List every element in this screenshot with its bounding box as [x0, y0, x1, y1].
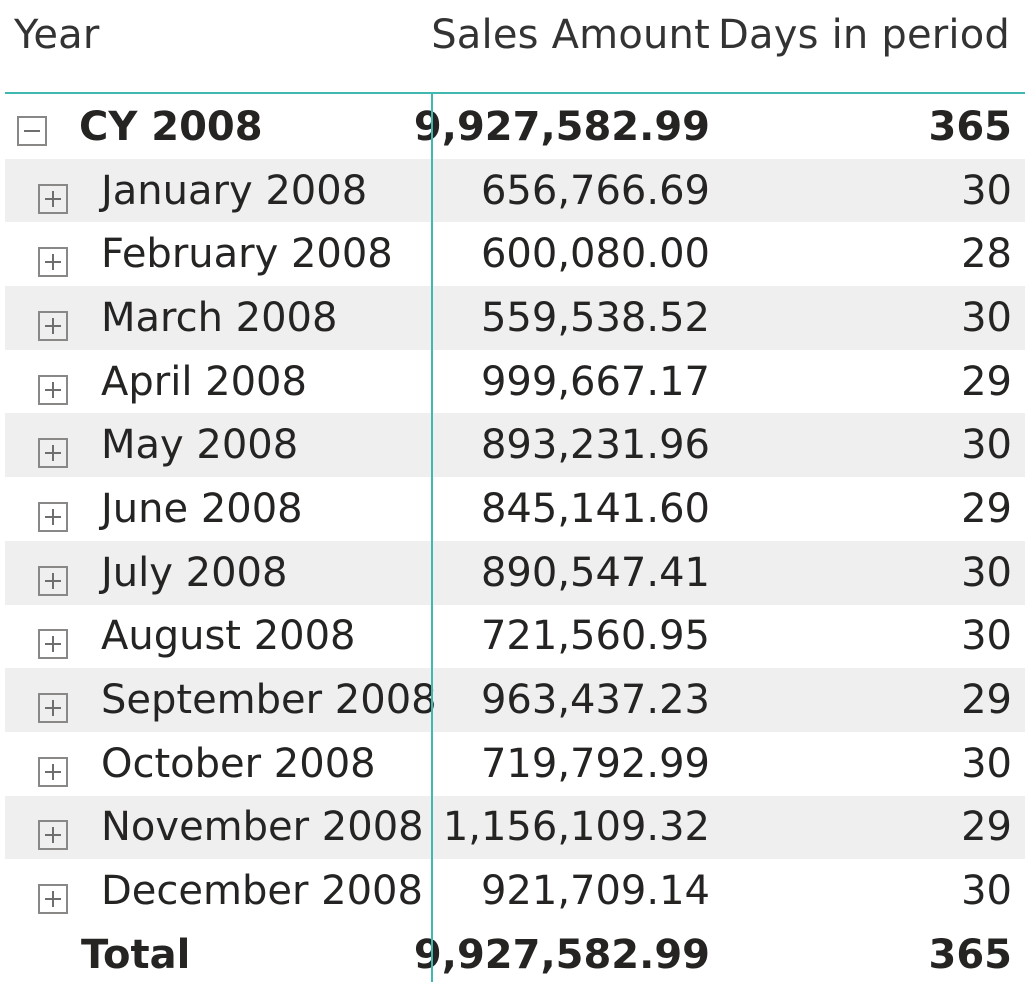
month-row: January 2008 656,766.69 30 — [5, 158, 1025, 223]
column-header-days-in-period[interactable]: Days in period — [718, 12, 1010, 58]
days-in-period-cell: 30 — [961, 294, 1012, 341]
expand-icon[interactable] — [38, 310, 68, 341]
row-header-label: October 2008 — [101, 740, 376, 787]
sales-amount-cell: 1,156,109.32 — [442, 804, 710, 851]
row-header-label: August 2008 — [101, 613, 356, 660]
column-header-sales-amount[interactable]: Sales Amount — [431, 12, 710, 58]
days-in-period-cell: 30 — [961, 422, 1012, 469]
row-header-label: November 2008 — [101, 804, 424, 851]
row-header-label: April 2008 — [101, 358, 307, 405]
days-in-period-cell: 29 — [961, 358, 1012, 405]
expand-icon[interactable] — [38, 820, 68, 851]
sales-amount-cell: 845,141.60 — [480, 485, 710, 532]
month-row: May 2008 893,231.96 30 — [5, 413, 1025, 478]
days-in-period-cell: 29 — [961, 677, 1012, 724]
days-in-period-cell: 365 — [928, 103, 1013, 150]
month-row: November 2008 1,156,109.32 29 — [5, 795, 1025, 860]
expand-icon[interactable] — [38, 374, 68, 405]
expand-icon[interactable] — [38, 565, 68, 596]
sales-amount-cell: 721,560.95 — [480, 613, 710, 660]
row-header-label: February 2008 — [101, 231, 393, 278]
month-row: September 2008 963,437.23 29 — [5, 668, 1025, 732]
expand-icon[interactable] — [38, 629, 68, 660]
expand-icon[interactable] — [38, 501, 68, 532]
row-header-label: December 2008 — [101, 868, 423, 915]
total-row: Total 9,927,582.99 365 — [5, 923, 1025, 987]
month-row: March 2008 559,538.52 30 — [5, 286, 1025, 350]
month-row: July 2008 890,547.41 30 — [5, 540, 1025, 605]
days-in-period-cell: 30 — [961, 740, 1012, 787]
row-header-column-divider — [431, 92, 433, 982]
month-row: August 2008 721,560.95 30 — [5, 605, 1025, 669]
days-in-period-cell: 29 — [961, 485, 1012, 532]
days-in-period-cell: 30 — [961, 613, 1012, 660]
month-row: February 2008 600,080.00 28 — [5, 222, 1025, 286]
sales-amount-cell: 890,547.41 — [480, 549, 710, 596]
row-header-label: January 2008 — [101, 167, 368, 214]
days-in-period-total-cell: 365 — [928, 931, 1013, 978]
sales-amount-total-cell: 9,927,582.99 — [413, 931, 710, 978]
row-header-label: May 2008 — [101, 422, 299, 469]
sales-amount-cell: 559,538.52 — [480, 294, 710, 341]
row-header-label: CY 2008 — [79, 103, 263, 150]
year-row-cy-2008: CY 2008 9,927,582.99 365 — [5, 95, 1025, 159]
sales-amount-cell: 999,667.17 — [480, 358, 710, 405]
expand-icon[interactable] — [38, 756, 68, 787]
month-row: December 2008 921,709.14 30 — [5, 859, 1025, 923]
sales-amount-cell: 656,766.69 — [480, 167, 710, 214]
month-row: April 2008 999,667.17 29 — [5, 350, 1025, 414]
sales-amount-cell: 600,080.00 — [480, 231, 710, 278]
expand-icon[interactable] — [38, 884, 68, 915]
days-in-period-cell: 28 — [961, 231, 1012, 278]
days-in-period-cell: 30 — [961, 549, 1012, 596]
days-in-period-cell: 30 — [961, 868, 1012, 915]
row-header-label: June 2008 — [101, 485, 303, 532]
expand-icon[interactable] — [38, 183, 68, 214]
row-header-label: March 2008 — [101, 294, 338, 341]
sales-amount-cell: 963,437.23 — [480, 677, 710, 724]
collapse-icon[interactable] — [17, 115, 47, 146]
row-header-label: July 2008 — [101, 549, 288, 596]
sales-amount-cell: 921,709.14 — [480, 868, 710, 915]
days-in-period-cell: 29 — [961, 804, 1012, 851]
sales-amount-cell: 893,231.96 — [480, 422, 710, 469]
total-label: Total — [81, 931, 191, 978]
month-row: June 2008 845,141.60 29 — [5, 477, 1025, 541]
column-header-year[interactable]: Year — [14, 12, 100, 58]
matrix-body: CY 2008 9,927,582.99 365 January 2008 65… — [5, 95, 1025, 987]
expand-icon[interactable] — [38, 438, 68, 469]
expand-icon[interactable] — [38, 247, 68, 278]
sales-amount-cell: 719,792.99 — [480, 740, 710, 787]
expand-icon[interactable] — [38, 693, 68, 724]
month-row: October 2008 719,792.99 30 — [5, 732, 1025, 796]
sales-amount-cell: 9,927,582.99 — [413, 103, 710, 150]
row-header-label: September 2008 — [101, 677, 437, 724]
column-header-row: Year Sales Amount Days in period — [0, 0, 1030, 92]
header-divider — [5, 92, 1025, 94]
days-in-period-cell: 30 — [961, 167, 1012, 214]
